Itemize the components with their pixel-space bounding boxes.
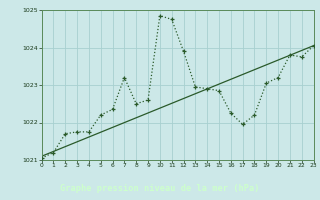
- Text: Graphe pression niveau de la mer (hPa): Graphe pression niveau de la mer (hPa): [60, 184, 260, 193]
